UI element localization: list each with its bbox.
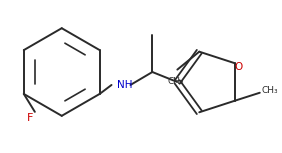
Text: O: O [235, 62, 243, 72]
Text: F: F [27, 113, 33, 123]
Text: CH₃: CH₃ [167, 76, 184, 86]
Text: CH₃: CH₃ [262, 86, 278, 95]
Text: NH: NH [118, 80, 133, 90]
